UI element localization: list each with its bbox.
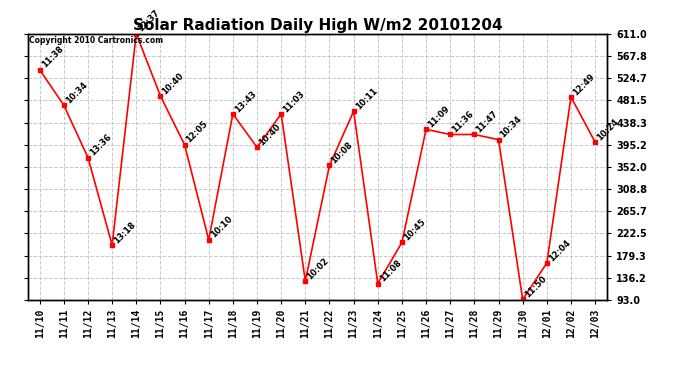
Text: 10:40: 10:40 — [257, 122, 282, 147]
Title: Solar Radiation Daily High W/m2 20101204: Solar Radiation Daily High W/m2 20101204 — [132, 18, 502, 33]
Text: 10:02: 10:02 — [305, 256, 331, 281]
Text: 11:38: 11:38 — [39, 45, 65, 70]
Text: 10:45: 10:45 — [402, 217, 427, 242]
Text: 11:47: 11:47 — [475, 109, 500, 135]
Text: 13:36: 13:36 — [88, 132, 113, 158]
Text: 10:34: 10:34 — [498, 114, 524, 140]
Text: 11:09: 11:09 — [426, 104, 451, 129]
Text: 12:37: 12:37 — [136, 9, 161, 34]
Text: 10:10: 10:10 — [208, 214, 234, 240]
Text: 13:18: 13:18 — [112, 220, 137, 245]
Text: 10:40: 10:40 — [160, 71, 186, 96]
Text: 10:08: 10:08 — [330, 140, 355, 165]
Text: 10:34: 10:34 — [63, 80, 89, 105]
Text: 10:24: 10:24 — [595, 117, 620, 142]
Text: 11:03: 11:03 — [282, 89, 306, 114]
Text: 12:04: 12:04 — [546, 238, 572, 263]
Text: Copyright 2010 Cartronics.com: Copyright 2010 Cartronics.com — [29, 36, 163, 45]
Text: 11:08: 11:08 — [378, 258, 403, 284]
Text: 11:36: 11:36 — [450, 109, 475, 135]
Text: 12:05: 12:05 — [184, 120, 210, 145]
Text: 10:11: 10:11 — [353, 86, 379, 111]
Text: 11:50: 11:50 — [523, 274, 548, 300]
Text: 12:49: 12:49 — [571, 72, 596, 97]
Text: 13:43: 13:43 — [233, 89, 258, 114]
